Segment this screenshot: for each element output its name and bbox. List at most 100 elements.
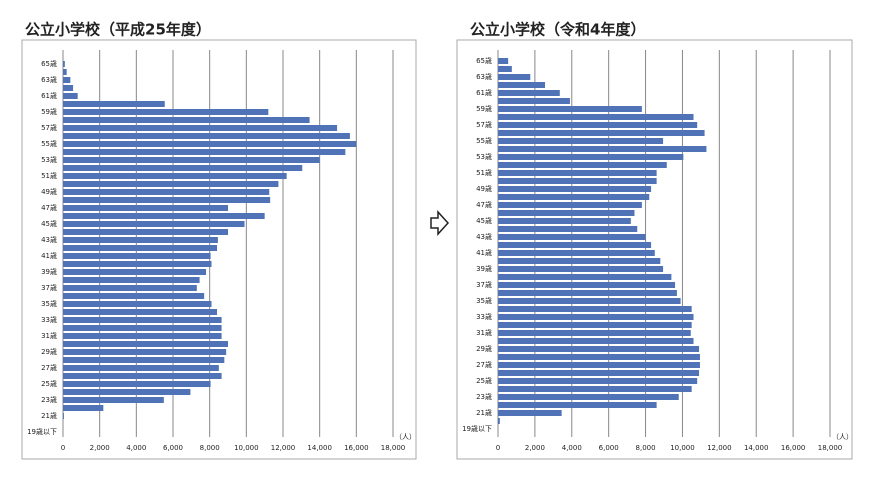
bar [498,226,638,232]
arrow [430,210,450,236]
bar [63,277,200,283]
x-tick-label: 12,000 [271,444,296,452]
bar [63,133,350,139]
bar [498,82,546,88]
bar [498,154,684,160]
y-tick-label: 41歳 [476,248,492,257]
bar [63,117,310,123]
y-tick-label: 19歳以下 [462,424,492,433]
y-tick-label: 19歳以下 [27,427,57,436]
bar [498,314,694,320]
bar [63,189,270,195]
bar [63,365,219,371]
bar [498,194,650,200]
bar [498,418,500,424]
unit-label: （人） [832,433,853,441]
bar [498,290,677,296]
y-tick-label: 23歳 [41,395,57,404]
bar [63,301,212,307]
bar [63,77,71,83]
x-tick-label: 2,000 [525,444,545,452]
x-tick-label: 16,000 [781,444,806,452]
bar [63,165,303,171]
x-tick-label: 14,000 [744,444,769,452]
bar [63,157,320,163]
x-tick-label: 2,000 [90,444,110,452]
y-tick-label: 23歳 [476,392,492,401]
bar [498,114,694,120]
x-tick-label: 14,000 [307,444,332,452]
y-tick-label: 55歳 [41,139,57,148]
y-tick-label: 29歳 [41,347,57,356]
y-tick-label: 57歳 [41,123,57,132]
bar [498,410,562,416]
x-tick-label: 18,000 [818,444,843,452]
x-tick-label: 18,000 [381,444,406,452]
bar [63,101,165,107]
bar [498,338,694,344]
y-tick-label: 47歳 [41,203,57,212]
bar [498,378,698,384]
bar [498,346,700,352]
y-tick-label: 37歳 [476,280,492,289]
bar [63,381,211,387]
bar [498,394,679,400]
y-tick-label: 21歳 [41,411,57,420]
bar [63,149,346,155]
bar [498,362,700,368]
y-tick-label: 65歳 [41,59,57,68]
y-tick-label: 63歳 [476,72,492,81]
bar [498,162,667,168]
bar [63,357,225,363]
bar [63,173,287,179]
x-tick-label: 16,000 [344,444,369,452]
bar [63,293,205,299]
bar [63,205,228,211]
y-tick-label: 43歳 [476,232,492,241]
bar [498,354,700,360]
bar [498,90,560,96]
bar [63,333,222,339]
bar [63,317,222,323]
bar [63,373,222,379]
x-tick-label: 6,000 [599,444,619,452]
y-tick-label: 51歳 [476,168,492,177]
bar [63,269,206,275]
x-tick-label: 4,000 [562,444,582,452]
bar [63,325,222,331]
bar [63,213,265,219]
y-tick-label: 31歳 [41,331,57,340]
bar [498,130,705,136]
bar [498,282,676,288]
bar [63,221,245,227]
bar [498,242,652,248]
bar [498,298,681,304]
bar [498,402,657,408]
y-tick-label: 25歳 [41,379,57,388]
bar [63,341,228,347]
bar [63,397,164,403]
bar [498,58,509,64]
y-tick-label: 35歳 [476,296,492,305]
y-tick-label: 33歳 [41,315,57,324]
bar [498,178,657,184]
x-tick-label: 0 [61,444,65,452]
y-tick-label: 35歳 [41,299,57,308]
bar [498,218,631,224]
x-tick-label: 6,000 [163,444,183,452]
y-tick-label: 55歳 [476,136,492,145]
bar [63,245,217,251]
bar [63,229,228,235]
bar [63,389,191,395]
y-tick-label: 39歳 [476,264,492,273]
unit-label: （人） [395,433,416,441]
bar [498,66,512,72]
bar [63,181,279,187]
y-tick-label: 27歳 [41,363,57,372]
x-tick-label: 10,000 [234,444,259,452]
bar [63,61,65,67]
y-tick-label: 65歳 [476,56,492,65]
x-tick-label: 10,000 [670,444,695,452]
bar [498,210,635,216]
